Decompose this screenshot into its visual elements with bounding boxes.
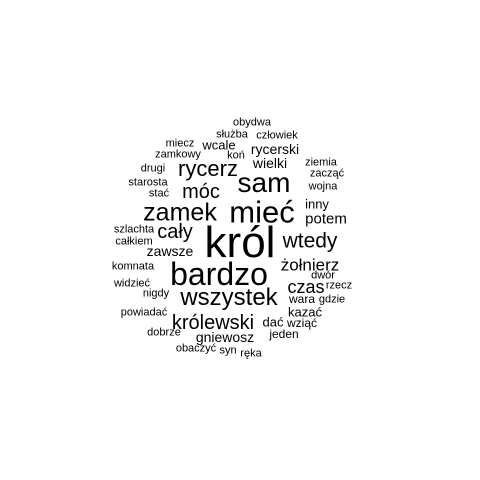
word-komnata: komnata [111,260,155,273]
word-dac: dać [262,314,284,330]
word-kazac: kazać [288,304,322,320]
word-drugi: drugi [140,162,166,175]
word-sluzba: służba [216,128,248,141]
word-powiadac: powiadać [120,306,168,319]
word-czas: czas [287,277,325,297]
word-krol: król [204,218,276,267]
word-miec: mieć [229,194,295,230]
word-rzecz: rzecz [325,279,353,292]
word-kon: koń [227,149,245,162]
word-rycerz: rycerz [178,156,238,181]
word-zamek: zamek [143,198,217,227]
word-rycerski: rycerski [250,141,300,157]
word-bardzo: bardzo [170,256,268,292]
word-caly: cały [157,221,193,243]
word-zamkowy: zamkowy [155,148,201,161]
word-wielki: wielki [252,155,288,171]
word-wara: wara [288,292,316,306]
word-stac: stać [148,187,170,200]
word-gniewosz: gniewosz [195,329,255,345]
word-obaczyc: obaczyć [175,342,217,355]
word-gdzie: gdzie [318,293,346,306]
word-szlachta: szlachta [113,223,155,236]
word-krolewski: królewski [171,312,255,334]
word-potem: potem [305,210,347,228]
word-reka: ręka [240,347,262,360]
word-wojna: wojna [308,180,338,193]
word-moc: móc [182,181,220,203]
word-nigdy: nigdy [142,287,170,300]
word-sam: sam [237,167,291,198]
word-inny: inny [305,196,329,212]
word-dobrze: dobrze [147,326,181,339]
word-wszystek: wszystek [180,284,278,311]
word-miecz: miecz [165,137,195,150]
word-czlowiek: człowiek [256,129,298,142]
word-jeden: jeden [269,327,299,341]
word-zolnierz: żołnierz [280,255,340,275]
word-wcale: wcale [202,137,236,153]
word-dwor: dwór [311,269,335,282]
word-widziec: widzieć [113,277,151,290]
word-wtedy: wtedy [282,229,338,253]
word-ziemia: ziemia [305,156,337,169]
word-calkiem: całkiem [115,235,153,248]
word-syn: syn [219,344,237,357]
word-zawsze: zawsze [146,243,194,259]
word-wziac: wziąć [286,316,318,330]
word-obydwa: obydwa [233,116,271,129]
word-zaczac: zacząć [309,167,345,180]
word-starosta: starosta [128,176,168,189]
